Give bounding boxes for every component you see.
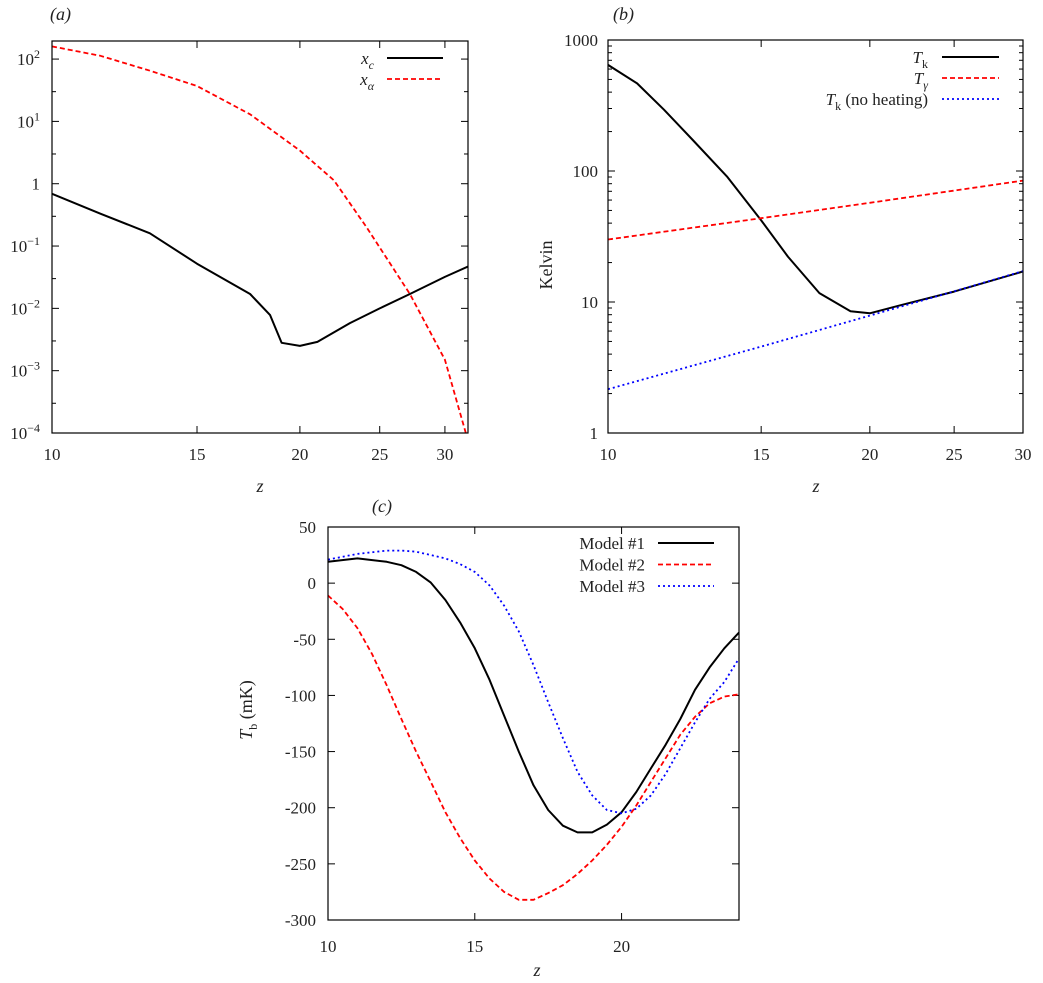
x-tick-label: 15 [753, 445, 770, 464]
x-tick-label: 25 [946, 445, 963, 464]
y-axis-label: Kelvin [536, 241, 556, 290]
y-tick-label: -100 [285, 686, 316, 705]
legend-label: Tk (no heating) [826, 90, 928, 113]
plot-frame [607, 39, 1024, 434]
series-line-3 [608, 270, 1023, 391]
plot-frame [327, 526, 740, 921]
x-axis-label: z [532, 960, 540, 980]
y-tick-label: -300 [285, 911, 316, 930]
x-tick-label: 20 [861, 445, 878, 464]
y-axis-label: Tb (mK) [236, 680, 260, 740]
y-tick-label: -150 [285, 743, 316, 762]
x-tick-label: 10 [44, 445, 61, 464]
y-tick-label: 50 [299, 518, 316, 537]
y-tick-label: 10 [581, 293, 598, 312]
y-tick-label: 10−2 [10, 296, 40, 318]
y-tick-label: 100 [573, 162, 599, 181]
x-axis-label: z [811, 476, 819, 496]
y-tick-label: -200 [285, 799, 316, 818]
series-line-3 [328, 549, 739, 815]
chart-panel-c: 10 15 20 50 0 -50 -100 -150 -200 -250 -300 Model #1… [236, 496, 740, 980]
y-tick-label: -50 [293, 630, 316, 649]
series-line-2 [328, 594, 739, 901]
series-line-2 [52, 45, 467, 433]
y-tick-label: -250 [285, 855, 316, 874]
legend-label: Model #1 [579, 534, 645, 553]
series-line-2 [608, 179, 1023, 241]
legend-label: Model #2 [579, 556, 645, 575]
x-tick-label: 20 [613, 937, 630, 956]
legend-label: Tk [913, 48, 928, 71]
x-axis-label: z [255, 476, 263, 496]
series-line-1 [608, 64, 1023, 315]
x-tick-label: 30 [1015, 445, 1032, 464]
x-tick-label: 15 [466, 937, 483, 956]
x-tick-label: 10 [320, 937, 337, 956]
x-tick-label: 10 [600, 445, 617, 464]
legend-label: Tγ [914, 69, 928, 92]
panel-label: (b) [613, 4, 634, 25]
x-tick-label: 20 [291, 445, 308, 464]
legend-label: xc [360, 49, 375, 72]
x-tick-label: 30 [436, 445, 453, 464]
panel-label: (a) [50, 4, 71, 25]
legend-label: xα [359, 70, 375, 93]
y-tick-label: 10−4 [10, 421, 40, 443]
y-tick-label: 101 [17, 109, 40, 131]
y-tick-label: 10−3 [10, 359, 40, 381]
y-tick-label: 10−1 [10, 234, 40, 256]
y-tick-label: 1000 [564, 31, 598, 50]
series-line-1 [328, 557, 739, 834]
panel-label: (c) [372, 496, 392, 517]
y-tick-label: 102 [17, 47, 40, 69]
y-tick-label: 1 [32, 175, 41, 194]
x-tick-label: 25 [371, 445, 388, 464]
x-tick-label: 15 [189, 445, 206, 464]
series-line-1 [52, 192, 468, 347]
legend-label: Model #3 [579, 577, 645, 596]
y-tick-label: 0 [308, 574, 317, 593]
plot-frame [51, 40, 469, 434]
y-tick-label: 1 [590, 424, 599, 443]
